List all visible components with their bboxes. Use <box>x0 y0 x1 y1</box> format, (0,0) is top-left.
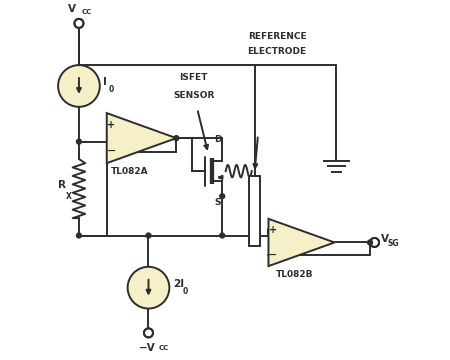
Circle shape <box>128 267 169 309</box>
Circle shape <box>146 233 151 238</box>
Circle shape <box>76 139 81 144</box>
Text: CC: CC <box>158 345 168 351</box>
Text: −: − <box>107 146 116 156</box>
Text: S: S <box>215 198 221 207</box>
Text: I: I <box>104 77 107 87</box>
Circle shape <box>144 328 153 337</box>
Circle shape <box>220 233 225 238</box>
Circle shape <box>220 194 225 199</box>
Circle shape <box>74 19 83 28</box>
Text: 0: 0 <box>183 287 188 296</box>
Circle shape <box>368 240 373 245</box>
Text: 2I: 2I <box>173 279 184 289</box>
Polygon shape <box>269 219 334 266</box>
Text: R: R <box>58 180 66 190</box>
Text: −: − <box>268 250 278 260</box>
Text: +: + <box>107 120 115 130</box>
Text: SENSOR: SENSOR <box>173 91 214 100</box>
Polygon shape <box>107 113 176 163</box>
Text: CC: CC <box>82 9 92 15</box>
Text: V: V <box>381 234 389 244</box>
Text: REFERENCE: REFERENCE <box>248 32 306 41</box>
Circle shape <box>58 65 100 107</box>
Text: TL082A: TL082A <box>111 167 148 176</box>
Text: 0: 0 <box>108 85 114 94</box>
Text: +: + <box>269 225 277 235</box>
Text: ELECTRODE: ELECTRODE <box>248 48 307 57</box>
Text: ISFET: ISFET <box>180 73 208 82</box>
FancyBboxPatch shape <box>249 176 260 246</box>
Text: V: V <box>68 4 76 14</box>
Circle shape <box>174 136 179 140</box>
Circle shape <box>76 233 81 238</box>
Text: D: D <box>214 135 221 144</box>
Text: −V: −V <box>139 343 155 353</box>
Text: TL082B: TL082B <box>276 270 313 279</box>
Text: X: X <box>66 192 72 201</box>
Text: SG: SG <box>387 239 399 248</box>
Circle shape <box>370 238 379 247</box>
